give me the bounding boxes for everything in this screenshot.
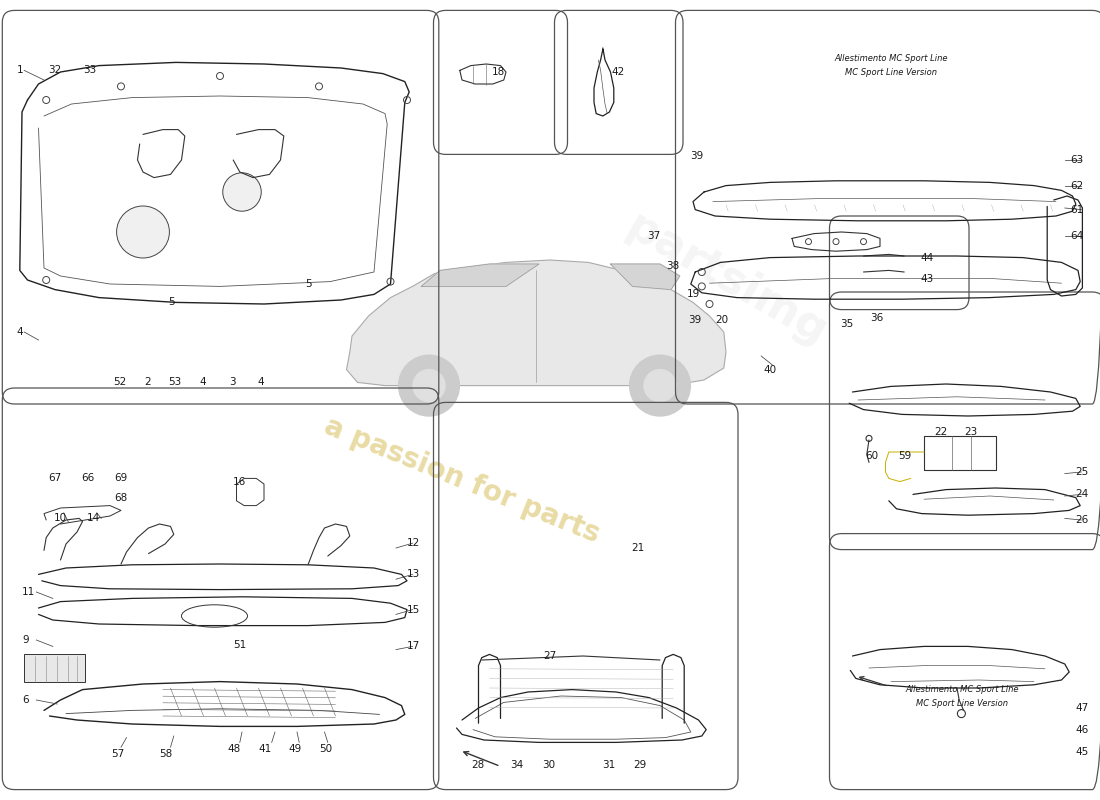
Text: 40: 40 <box>763 366 777 375</box>
Text: 2: 2 <box>144 378 151 387</box>
Text: Allestimento MC Sport Line: Allestimento MC Sport Line <box>834 54 948 63</box>
Text: 51: 51 <box>233 640 246 650</box>
Text: 42: 42 <box>612 67 625 77</box>
Text: 59: 59 <box>899 451 912 461</box>
Text: 39: 39 <box>689 315 702 325</box>
Text: 58: 58 <box>160 749 173 758</box>
Text: 67: 67 <box>48 474 62 483</box>
Text: 24: 24 <box>1076 490 1089 499</box>
Ellipse shape <box>222 173 262 211</box>
Text: 10: 10 <box>54 514 67 523</box>
Circle shape <box>629 355 691 416</box>
Circle shape <box>644 370 676 402</box>
Text: 37: 37 <box>647 231 660 241</box>
Text: 34: 34 <box>510 760 524 770</box>
Text: a passion for parts: a passion for parts <box>320 412 604 548</box>
Text: 62: 62 <box>1070 181 1084 190</box>
Text: 21: 21 <box>631 543 645 553</box>
Text: 1: 1 <box>16 66 23 75</box>
Text: 32: 32 <box>48 66 62 75</box>
Text: 19: 19 <box>686 289 700 298</box>
Text: 66: 66 <box>81 474 95 483</box>
Text: 35: 35 <box>840 319 854 329</box>
Text: 30: 30 <box>542 760 556 770</box>
Text: 13: 13 <box>407 570 420 579</box>
Text: 4: 4 <box>257 378 264 387</box>
Circle shape <box>412 370 446 402</box>
Text: 25: 25 <box>1076 467 1089 477</box>
Text: 60: 60 <box>866 451 879 461</box>
Text: 5: 5 <box>168 298 175 307</box>
Text: 43: 43 <box>921 274 934 284</box>
Text: 23: 23 <box>965 427 978 437</box>
Text: 4: 4 <box>199 378 206 387</box>
Text: 5: 5 <box>305 279 311 289</box>
Text: 18: 18 <box>492 67 505 77</box>
Polygon shape <box>346 260 726 386</box>
Text: partsimg: partsimg <box>618 205 834 355</box>
Text: 22: 22 <box>934 427 947 437</box>
Text: 16: 16 <box>233 478 246 487</box>
Text: 3: 3 <box>229 378 235 387</box>
Text: 45: 45 <box>1076 747 1089 757</box>
Circle shape <box>398 355 460 416</box>
Text: 68: 68 <box>114 493 128 502</box>
Text: 52: 52 <box>113 378 127 387</box>
Bar <box>24 654 85 682</box>
Text: 46: 46 <box>1076 726 1089 735</box>
Text: 31: 31 <box>602 760 615 770</box>
Text: 53: 53 <box>168 378 182 387</box>
Text: 39: 39 <box>690 151 703 161</box>
Text: 48: 48 <box>228 744 241 754</box>
Text: 4: 4 <box>16 327 23 337</box>
Text: 69: 69 <box>114 474 128 483</box>
Text: 33: 33 <box>84 66 97 75</box>
Text: 61: 61 <box>1070 205 1084 214</box>
Text: 6: 6 <box>22 695 29 705</box>
Text: 27: 27 <box>543 651 557 661</box>
Text: 47: 47 <box>1076 703 1089 713</box>
Text: 15: 15 <box>407 605 420 614</box>
Text: 12: 12 <box>407 538 420 548</box>
Text: MC Sport Line Version: MC Sport Line Version <box>845 68 937 78</box>
Text: 26: 26 <box>1076 515 1089 525</box>
Text: MC Sport Line Version: MC Sport Line Version <box>916 699 1009 709</box>
Text: 36: 36 <box>870 314 883 323</box>
Text: 14: 14 <box>87 514 100 523</box>
Text: 28: 28 <box>471 760 484 770</box>
Text: Allestimento MC Sport Line: Allestimento MC Sport Line <box>905 685 1020 694</box>
Polygon shape <box>421 264 539 286</box>
Ellipse shape <box>117 206 169 258</box>
Text: 57: 57 <box>111 749 124 758</box>
Text: 50: 50 <box>319 744 332 754</box>
Text: 38: 38 <box>667 261 680 270</box>
Text: 29: 29 <box>634 760 647 770</box>
Text: 17: 17 <box>407 642 420 651</box>
Text: 11: 11 <box>22 587 35 597</box>
Text: 64: 64 <box>1070 231 1084 241</box>
Text: 44: 44 <box>921 254 934 263</box>
Text: 20: 20 <box>715 315 728 325</box>
Text: 49: 49 <box>288 744 301 754</box>
Polygon shape <box>610 264 680 290</box>
Text: 9: 9 <box>22 635 29 645</box>
Text: 41: 41 <box>258 744 272 754</box>
Text: 63: 63 <box>1070 155 1084 165</box>
